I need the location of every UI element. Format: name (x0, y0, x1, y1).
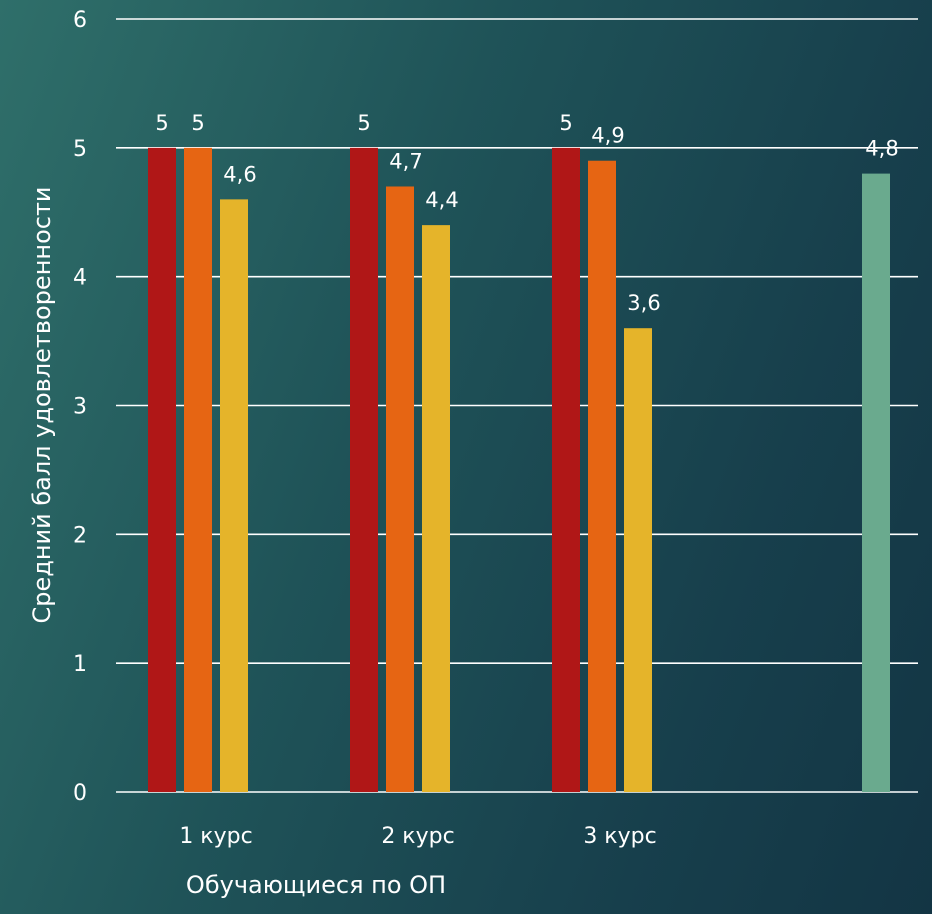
data-label: 4,4 (425, 188, 458, 212)
y-tick-label: 0 (73, 781, 87, 806)
x-category-label: 3 курс (583, 824, 656, 849)
bars (148, 147, 890, 793)
data-label: 4,8 (865, 137, 898, 161)
bar (386, 186, 414, 792)
y-tick-label: 5 (73, 137, 87, 162)
bar (862, 173, 890, 793)
y-tick-label: 4 (73, 266, 87, 291)
bar (184, 147, 212, 793)
y-tick-label: 2 (73, 523, 87, 548)
y-axis-title: Средний балл удовлетворенности (28, 186, 56, 623)
bar (624, 328, 652, 792)
data-label: 3,6 (627, 291, 660, 315)
bar (148, 147, 176, 793)
y-tick-label: 6 (73, 8, 87, 33)
y-tick-label: 3 (73, 395, 87, 420)
data-label: 4,9 (591, 124, 624, 148)
x-axis-categories: 1 курс 2 курс 3 курс (179, 824, 656, 849)
gridlines (116, 18, 918, 793)
bar (552, 147, 580, 793)
data-label: 5 (155, 111, 168, 135)
data-label: 4,7 (389, 149, 422, 173)
y-tick-label: 1 (73, 652, 87, 677)
x-category-label: 1 курс (179, 824, 252, 849)
data-labels: 5 5 554,74,94,64,43,64,8 (155, 111, 898, 315)
data-label: 4,6 (223, 162, 256, 186)
y-axis-ticks: 0 1 2 3 4 5 6 (73, 8, 87, 806)
bar (350, 147, 378, 793)
bar (422, 225, 450, 793)
x-axis-title: Обучающиеся по ОП (186, 871, 446, 899)
bar (220, 199, 248, 792)
x-category-label: 2 курс (381, 824, 454, 849)
data-label: 5 (191, 111, 204, 135)
bar (588, 160, 616, 792)
data-label: 5 (357, 111, 370, 135)
data-label: 5 (559, 111, 572, 135)
